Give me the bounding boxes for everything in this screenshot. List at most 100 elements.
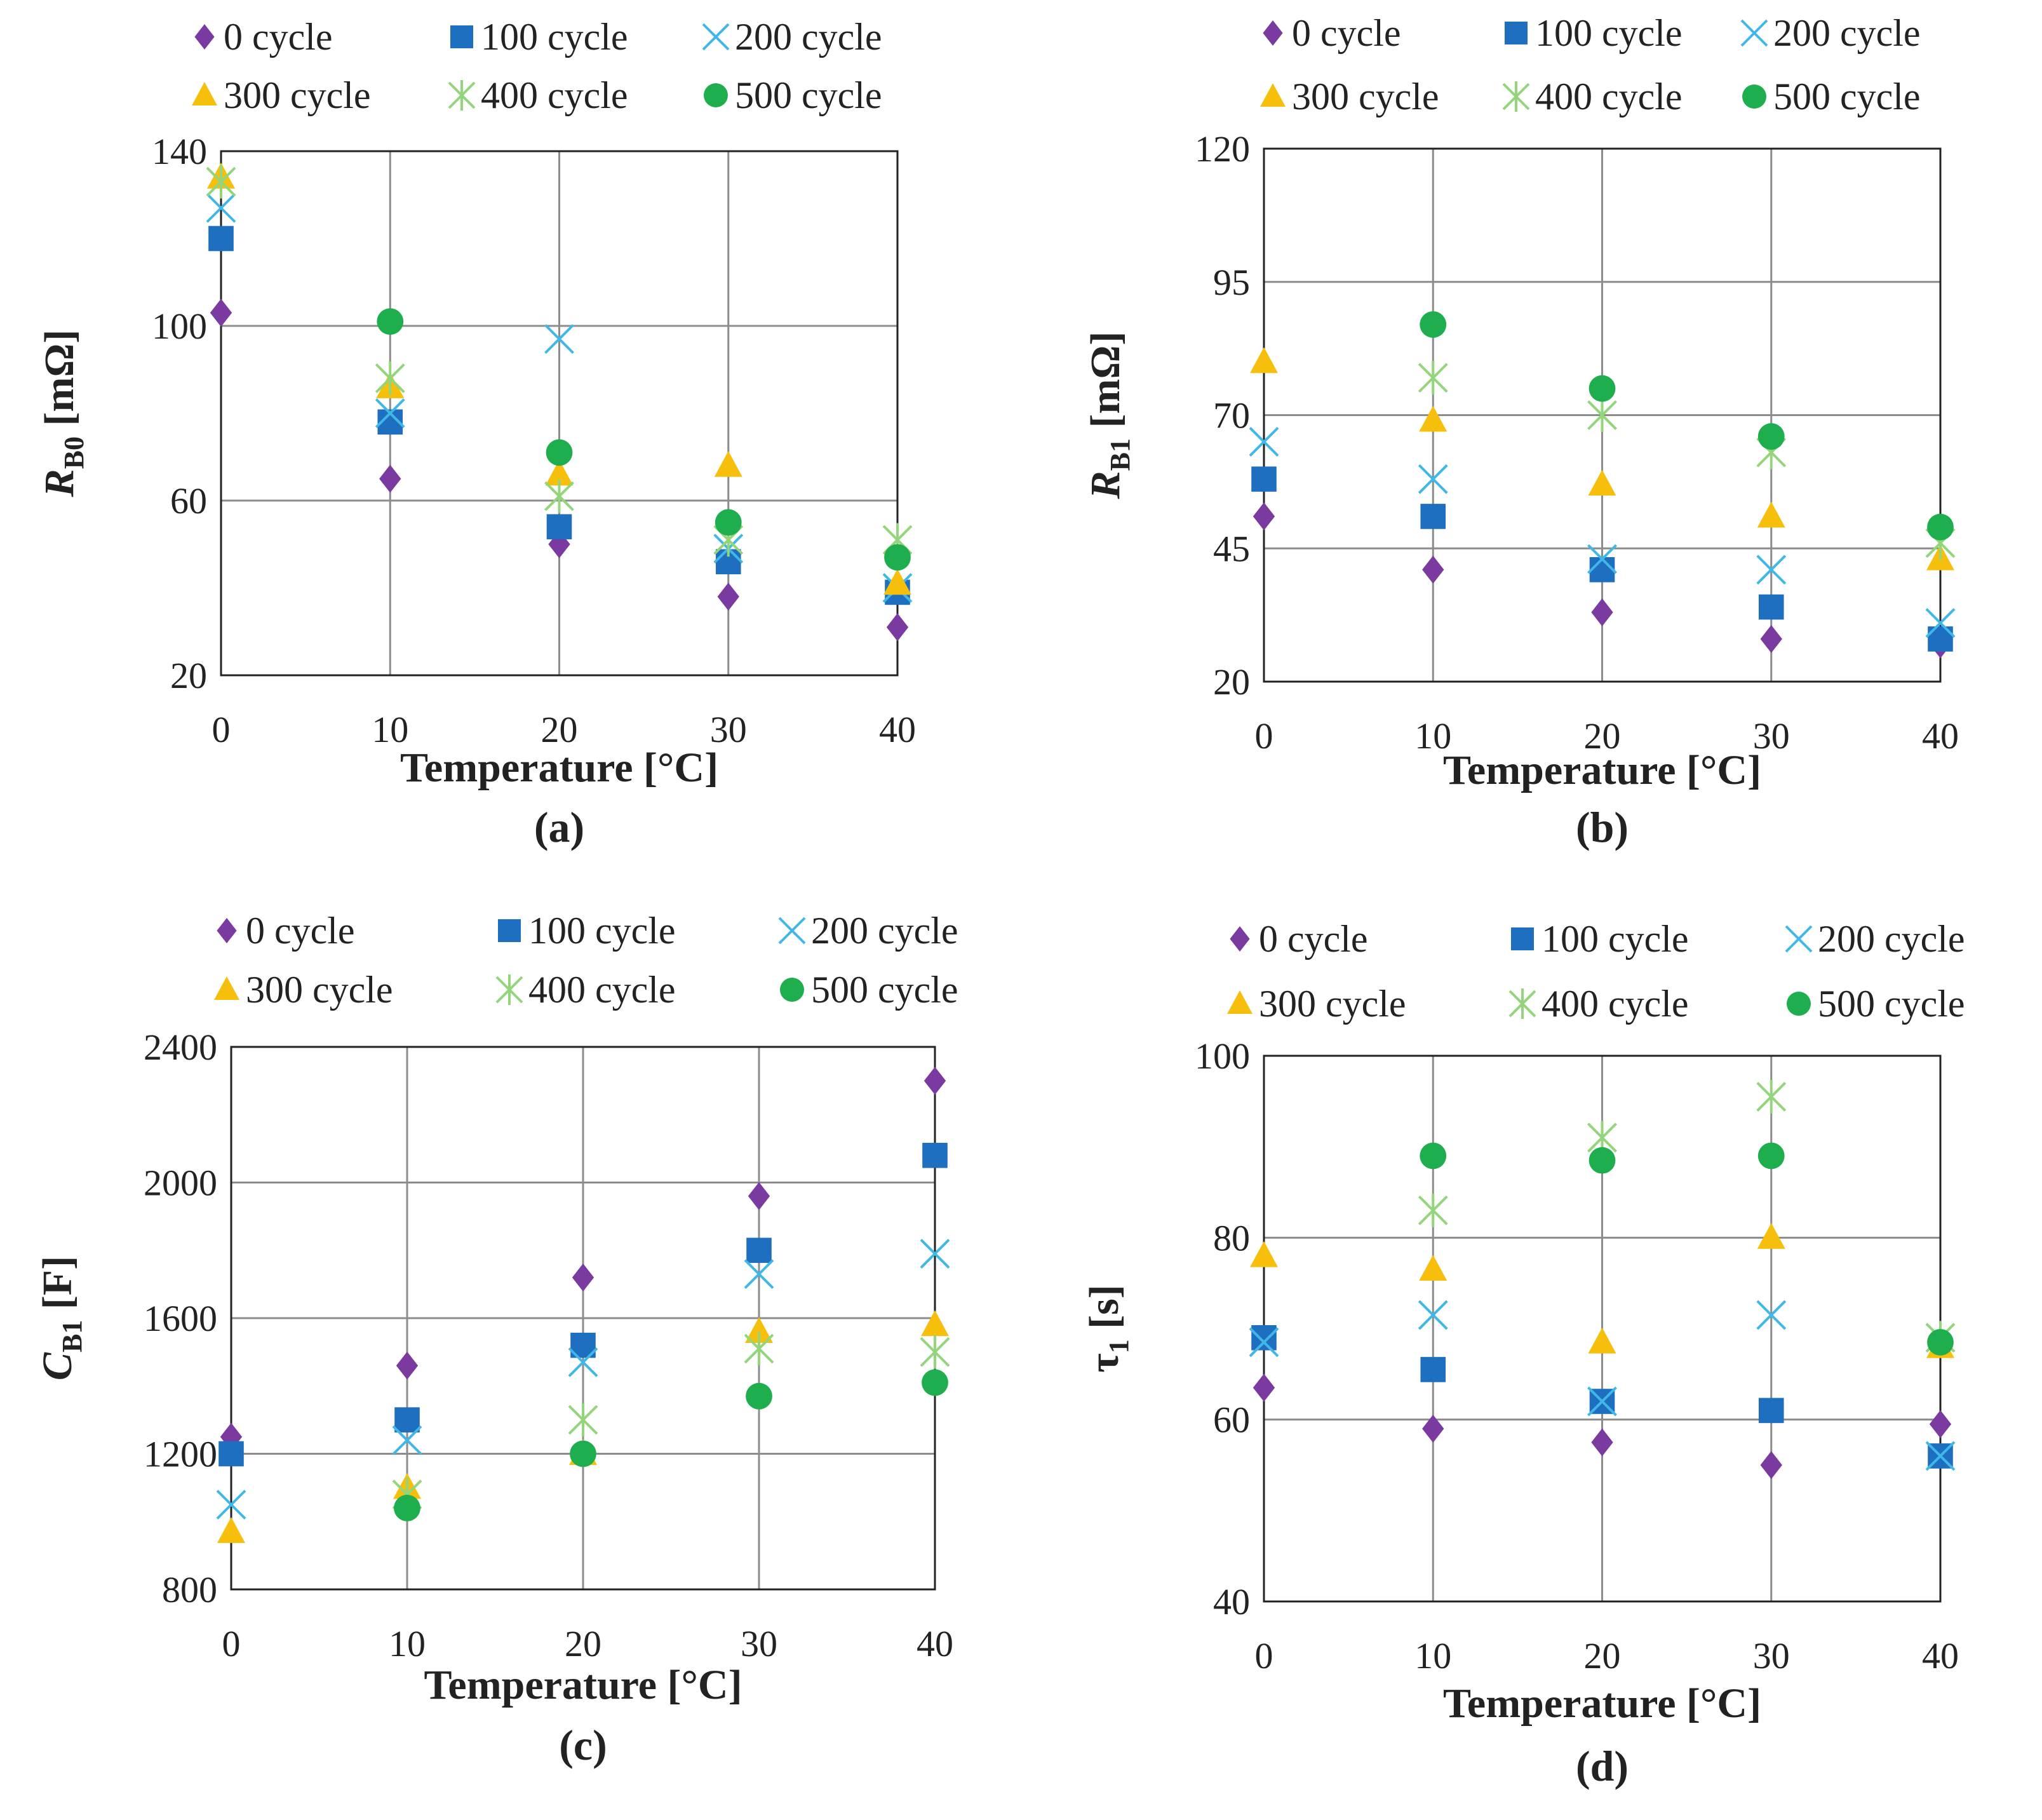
legend-marker-x-icon — [1785, 925, 1813, 953]
y-tick-label: 45 — [1213, 528, 1250, 569]
legend-marker-triangle-icon — [1227, 990, 1253, 1014]
data-point — [1757, 501, 1785, 528]
legend-marker-asterisk-icon — [448, 80, 476, 111]
legend-label: 400 cycle — [528, 969, 676, 1011]
data-points — [1249, 311, 1956, 659]
data-point — [379, 464, 401, 493]
legend-label: 300 cycle — [246, 969, 393, 1011]
data-point — [218, 1441, 244, 1467]
data-point — [375, 398, 405, 428]
legend-label: 300 cycle — [224, 74, 371, 116]
y-axis-title: RB0 [mΩ] — [36, 330, 90, 498]
legend-marker-diamond-icon — [1263, 20, 1283, 46]
legend-marker-asterisk-icon — [1502, 81, 1530, 112]
data-point — [377, 308, 404, 335]
legend: 0 cycle 100 cycle 200 cycle 300 cycle 400 cy… — [1260, 12, 1921, 118]
data-point — [546, 514, 572, 540]
data-point — [1249, 1327, 1279, 1358]
legend-label: 200 cycle — [1818, 918, 1965, 960]
y-axis-title-subscript: B1 — [57, 1320, 88, 1352]
legend-marker-triangle-icon — [192, 82, 217, 105]
data-point — [1589, 1147, 1616, 1174]
legend: 0 cycle 100 cycle 200 cycle 300 cycle 400 cy… — [1227, 918, 1965, 1025]
data-point — [206, 165, 236, 199]
data-point — [1925, 608, 1956, 638]
legend-marker-square-icon — [450, 25, 473, 48]
y-tick-label: 60 — [1213, 1399, 1250, 1441]
data-point — [746, 1237, 772, 1264]
y-axis-title-symbol: τ — [1081, 1353, 1127, 1372]
data-point — [544, 324, 574, 354]
legend-marker-diamond-icon — [1230, 926, 1250, 952]
legend: 0 cycle 100 cycle 200 cycle 300 cycle 400 cy… — [192, 16, 882, 116]
legend-marker-circle-icon — [1742, 84, 1766, 109]
data-point — [396, 1351, 419, 1380]
y-tick-label: 120 — [1195, 128, 1250, 170]
data-point — [922, 1369, 948, 1396]
y-tick-label: 80 — [1213, 1217, 1250, 1258]
data-point — [746, 1382, 772, 1410]
data-point — [1927, 513, 1954, 541]
x-tick-label: 40 — [1922, 715, 1959, 757]
data-point — [1418, 464, 1448, 494]
legend-marker-diamond-icon — [194, 24, 215, 50]
x-tick-label: 30 — [710, 709, 747, 750]
data-point — [1418, 1300, 1448, 1330]
y-tick-label: 1600 — [144, 1298, 217, 1339]
data-point — [1588, 469, 1616, 496]
y-tick-label: 100 — [152, 306, 207, 347]
data-point — [1251, 1325, 1277, 1351]
data-point — [1249, 427, 1279, 457]
data-point — [220, 1422, 243, 1451]
legend-marker-triangle-icon — [1260, 83, 1286, 107]
data-point — [1420, 1357, 1446, 1382]
y-axis-title-subscript: 1 — [1103, 1339, 1134, 1353]
data-point — [208, 226, 234, 252]
data-points — [216, 1067, 950, 1543]
legend-label: 200 cycle — [735, 16, 882, 58]
data-point — [1418, 1193, 1448, 1227]
x-tick-label: 20 — [541, 709, 578, 750]
data-point — [1420, 311, 1447, 338]
legend-label: 400 cycle — [1535, 76, 1683, 118]
data-point — [568, 1403, 598, 1437]
data-point — [1756, 555, 1787, 585]
data-point — [375, 361, 405, 395]
legend-label: 500 cycle — [1818, 983, 1965, 1025]
data-point — [1253, 502, 1275, 530]
legend-label: 500 cycle — [1773, 76, 1921, 118]
x-tick-label: 20 — [565, 1623, 601, 1664]
legend-label: 0 cycle — [246, 910, 355, 952]
legend-marker-square-icon — [1511, 927, 1534, 950]
y-axis-title-symbol: R — [1082, 471, 1129, 499]
data-point — [745, 1317, 773, 1343]
data-point — [1251, 466, 1277, 492]
y-tick-label: 95 — [1213, 262, 1250, 303]
data-point — [884, 544, 911, 571]
data-point — [1760, 624, 1782, 653]
legend-marker-x-icon — [702, 23, 730, 51]
data-point — [1929, 1410, 1952, 1438]
legend-label: 200 cycle — [811, 910, 958, 952]
data-point — [922, 1143, 948, 1168]
x-tick-label: 0 — [222, 1623, 241, 1664]
data-point — [1253, 1373, 1275, 1402]
data-point — [1925, 1441, 1956, 1471]
data-point — [1756, 1080, 1787, 1114]
data-point — [1591, 1428, 1613, 1457]
data-point — [545, 459, 574, 486]
legend-label: 0 cycle — [224, 16, 333, 58]
data-point — [883, 569, 911, 595]
chart-panel-4: 40 60 80 100 0 10 20 30 40 Temperature [°C] τ1 [s]… — [1081, 918, 1965, 1790]
legend-label: 100 cycle — [1535, 12, 1683, 54]
data-point — [210, 299, 232, 327]
legend-marker-circle-icon — [1787, 992, 1811, 1016]
x-tick-label: 40 — [917, 1623, 953, 1664]
x-axis-title: Temperature [°C] — [1443, 747, 1761, 793]
x-tick-label: 30 — [1753, 1635, 1790, 1676]
data-point — [717, 583, 739, 611]
y-tick-label: 100 — [1195, 1035, 1250, 1077]
legend-marker-square-icon — [1505, 22, 1528, 44]
data-point — [715, 509, 742, 536]
